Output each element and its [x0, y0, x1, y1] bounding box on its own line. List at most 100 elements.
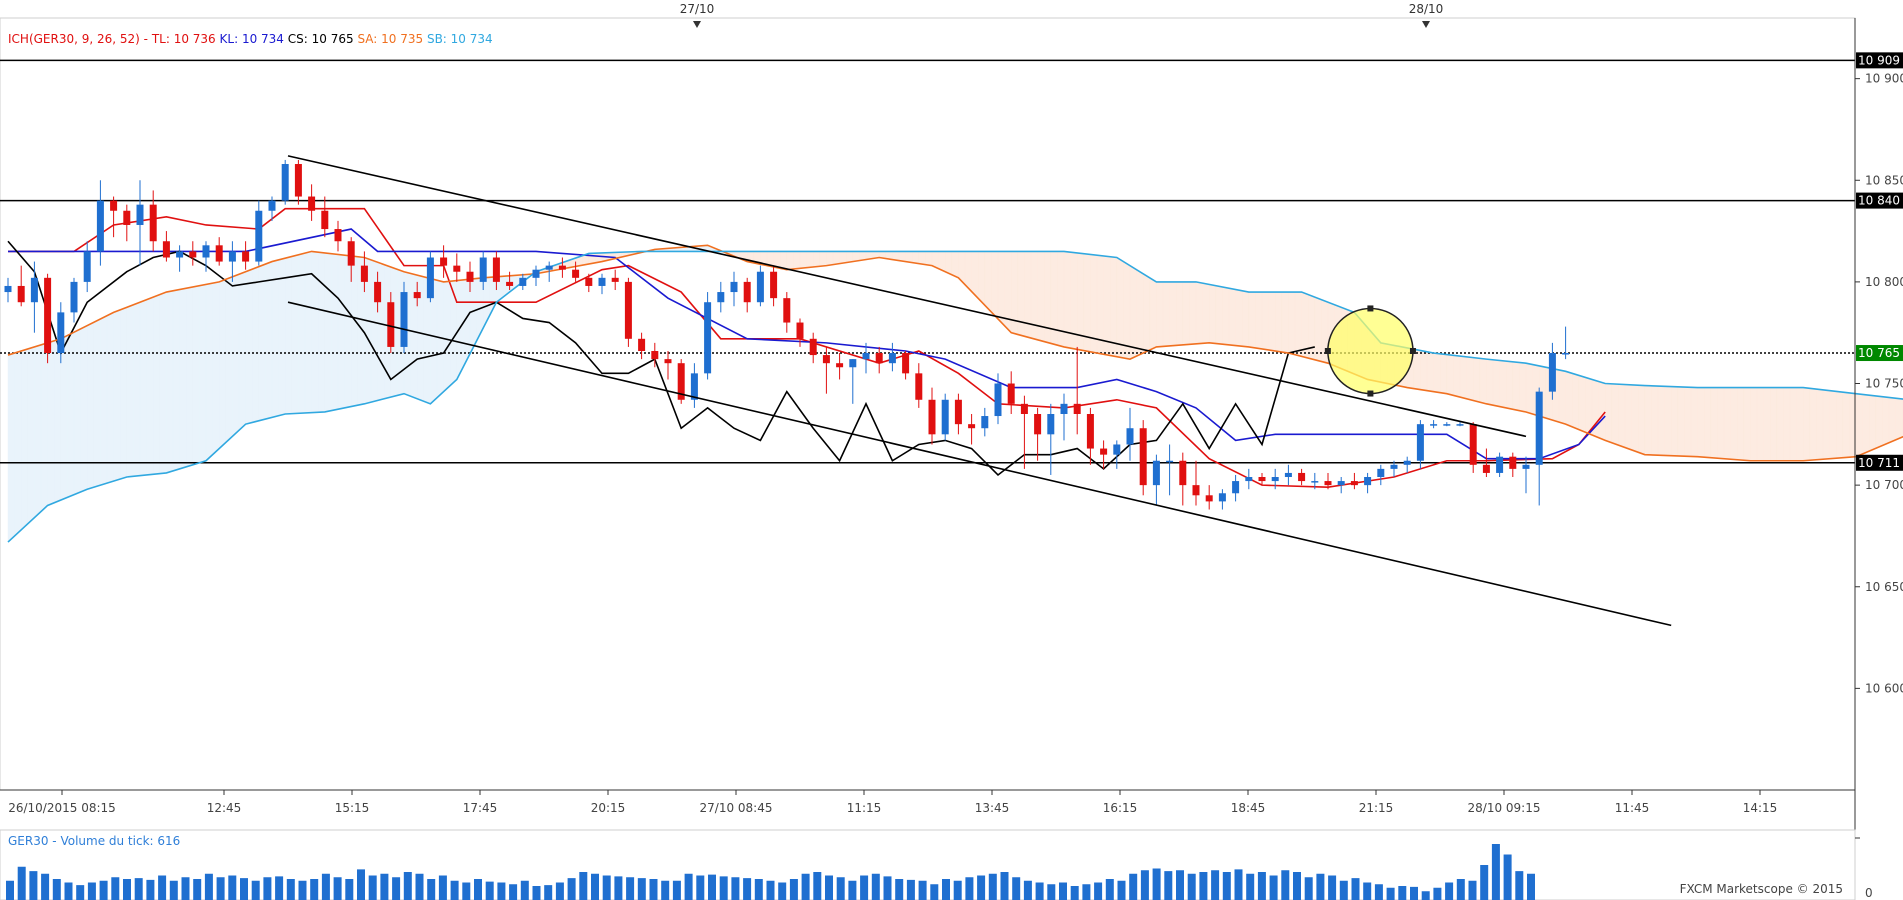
cloud-segment [826, 251, 834, 266]
cloud-segment [1723, 387, 1731, 460]
candle-body [334, 229, 342, 242]
volume-bar [228, 875, 237, 900]
legend-cs: CS: 10 765 [287, 32, 354, 46]
price-label-box [1856, 345, 1903, 362]
volume-bar [158, 875, 167, 900]
volume-bar [1316, 873, 1325, 900]
volume-bar [930, 884, 939, 900]
volume-bar [614, 876, 623, 900]
legend-kl: KL: 10 734 [219, 32, 284, 46]
volume-bar [684, 873, 693, 900]
volume-bar [883, 876, 892, 900]
volume-bar [1082, 884, 1091, 900]
cloud-segment [1123, 261, 1131, 360]
cloud-segment [337, 254, 345, 410]
volume-bar [1129, 873, 1138, 900]
candle-body [545, 265, 553, 270]
cloud-segment [832, 251, 840, 265]
candle-body [1390, 464, 1398, 469]
volume-bar [942, 879, 950, 900]
volume-bar [1480, 865, 1489, 900]
cloud-segment [139, 299, 147, 476]
y-tick-label: 10 900 [1865, 72, 1903, 86]
cloud-segment [1525, 362, 1533, 415]
cloud-segment [1842, 391, 1850, 458]
highlight-circle [1327, 307, 1414, 395]
volume-bar [1023, 880, 1032, 900]
candle-body [453, 265, 461, 272]
candle-body [360, 265, 368, 282]
volume-bar [825, 875, 833, 900]
volume-bar [438, 875, 447, 900]
candle-body [1443, 424, 1451, 426]
candle-body [1047, 414, 1055, 435]
cloud-segment [1017, 251, 1025, 337]
cloud-segment [1472, 357, 1481, 403]
candle-body [862, 353, 870, 360]
volume-bar [1491, 844, 1500, 900]
volume-bar [52, 879, 61, 900]
candle-body [1324, 481, 1332, 486]
cloud-segment [298, 252, 306, 414]
candle-body [1337, 481, 1345, 486]
cloud-segment [1664, 386, 1672, 456]
volume-bar [169, 880, 178, 900]
volume-bar [41, 873, 50, 900]
volume-bar [1433, 887, 1442, 900]
cloud-segment [1010, 251, 1019, 335]
cloud-segment [1512, 361, 1520, 411]
candle-body [743, 281, 751, 303]
candle-body [176, 251, 184, 258]
cloud-segment [1169, 281, 1177, 347]
cloud-segment [1736, 387, 1745, 461]
candle-body [611, 277, 619, 282]
candle-body [1496, 456, 1504, 473]
candle-body [1113, 444, 1121, 455]
x-tick-label: 18:45 [1231, 801, 1266, 815]
cloud-segment [119, 306, 128, 480]
candle-body [1007, 383, 1015, 404]
cloud-segment [1730, 387, 1738, 460]
candle-body [308, 196, 316, 211]
cloud-segment [1802, 387, 1811, 462]
volume-bar [1105, 879, 1114, 900]
cloud-segment [93, 318, 101, 488]
x-tick-label: 16:15 [1103, 801, 1138, 815]
cloud-segment [951, 251, 959, 279]
legend-ich: ICH(GER30, 9, 26, 52) - [8, 32, 148, 46]
volume-bar [754, 879, 763, 900]
x-tick-label: 15:15 [335, 801, 370, 815]
candle-body [1364, 477, 1372, 486]
trendline [287, 301, 1672, 627]
volume-bar [860, 875, 869, 900]
candle-body [110, 200, 118, 211]
cloud-segment [1261, 291, 1269, 351]
candle-body [149, 204, 157, 242]
volume-bar [1527, 873, 1535, 900]
cloud-segment [1604, 383, 1613, 444]
candle-body [123, 210, 131, 225]
cloud-segment [350, 255, 359, 407]
cloud-segment [1611, 383, 1619, 446]
cloud-segment [152, 294, 161, 475]
volume-bar [1000, 872, 1009, 900]
volume-bar [977, 875, 986, 900]
cloud-segment [1486, 358, 1494, 406]
cloud-segment [1598, 381, 1606, 441]
candle-body [466, 271, 474, 282]
cloud-segment [1241, 290, 1250, 348]
x-tick-label: 14:15 [1743, 801, 1778, 815]
cloud-segment [1789, 387, 1797, 461]
cloud-segment [1222, 286, 1230, 346]
volume-bar [1234, 869, 1243, 900]
series-line-sa [7, 244, 1903, 462]
top-date-label: 27/10 [680, 2, 715, 16]
volume-bar [1304, 877, 1313, 900]
cloud-segment [1835, 391, 1844, 459]
cloud-segment [1024, 251, 1032, 339]
cloud-segment [47, 340, 55, 506]
volume-bar [672, 880, 681, 900]
cloud-segment [258, 263, 266, 422]
candle-body [941, 399, 949, 435]
